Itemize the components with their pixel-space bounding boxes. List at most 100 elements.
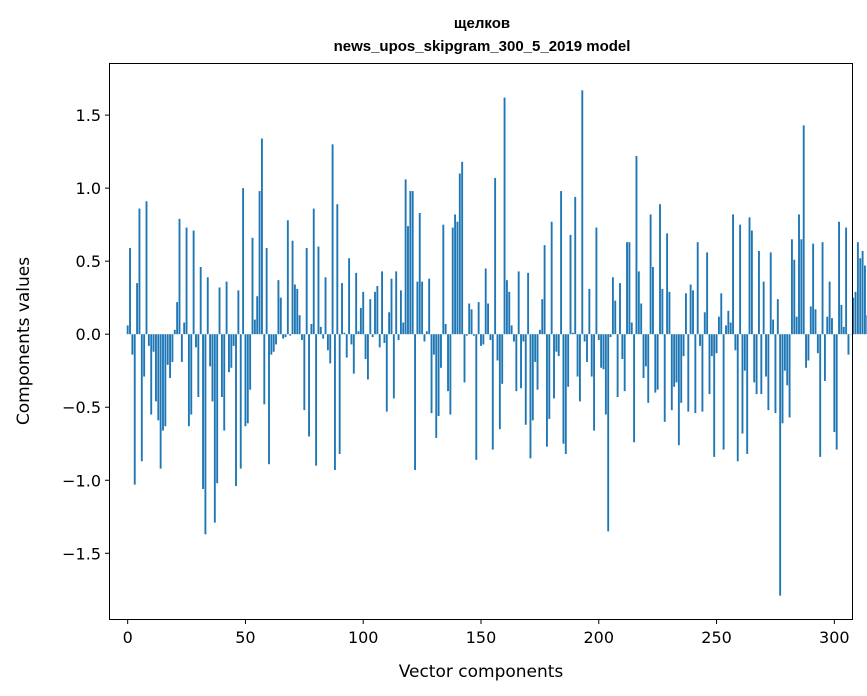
bar-207 (614, 300, 617, 335)
bar-26 (187, 334, 190, 427)
bar-66 (282, 334, 285, 339)
bar-5 (138, 208, 141, 335)
bar-265 (750, 230, 753, 335)
bar-70 (291, 240, 294, 335)
bar-186 (564, 334, 567, 454)
bar-15 (162, 334, 164, 431)
y-axis: −1.5 −1.0 −0.5 0.0 0.5 1.0 1.5 (62, 106, 110, 563)
bar-171 (529, 334, 532, 459)
bar-72 (296, 288, 299, 335)
bar-226 (659, 204, 661, 335)
bar-45 (232, 334, 235, 346)
bar-212 (626, 242, 628, 335)
bar-89 (336, 204, 339, 335)
bar-220 (644, 334, 647, 367)
bar-105 (374, 291, 376, 335)
bar-280 (786, 334, 789, 386)
bar-157 (496, 334, 499, 361)
bar-223 (652, 267, 654, 335)
bar-64 (277, 280, 280, 335)
bar-267 (755, 334, 758, 395)
bar-130 (432, 334, 435, 355)
bar-281 (788, 334, 791, 418)
bar-156 (494, 177, 497, 335)
bar-152 (484, 268, 487, 335)
bar-285 (798, 214, 800, 335)
bar-247 (708, 334, 711, 395)
bar-274 (772, 319, 775, 335)
bar-282 (790, 239, 793, 335)
bar-313 (864, 265, 866, 335)
bar-42 (225, 281, 228, 335)
bar-306 (847, 334, 850, 355)
bar-248 (710, 334, 713, 357)
bar-277 (779, 334, 782, 596)
bars-group (126, 90, 867, 596)
bar-217 (637, 271, 640, 335)
bar-210 (621, 334, 624, 360)
bar-162 (508, 291, 511, 335)
bar-7 (143, 334, 146, 377)
bar-83 (322, 334, 325, 339)
bar-148 (475, 334, 478, 460)
bar-135 (444, 323, 447, 335)
bar-107 (378, 334, 381, 348)
bar-142 (461, 161, 464, 335)
bar-296 (823, 334, 826, 381)
bar-17 (166, 334, 169, 365)
bar-137 (449, 334, 452, 415)
bar-32 (202, 334, 204, 490)
bar-145 (468, 303, 471, 335)
bar-87 (331, 144, 334, 335)
bar-294 (819, 334, 822, 457)
bar-298 (828, 281, 831, 335)
bar-255 (727, 310, 730, 335)
bar-185 (562, 334, 565, 444)
bar-147 (472, 334, 475, 336)
bar-208 (616, 334, 619, 397)
x-tick-label: 250 (701, 628, 732, 647)
bar-184 (560, 191, 563, 335)
bar-261 (741, 334, 744, 434)
bar-230 (668, 291, 671, 335)
bar-227 (661, 288, 664, 335)
bar-77 (308, 334, 310, 437)
y-tick-label: 0.5 (76, 252, 101, 271)
bar-93 (345, 334, 348, 358)
bar-194 (583, 334, 586, 342)
bar-292 (814, 309, 817, 335)
bar-132 (437, 334, 440, 416)
bar-28 (192, 230, 195, 335)
bar-310 (856, 242, 859, 335)
bar-269 (760, 334, 763, 395)
bar-81 (317, 246, 320, 335)
bar-168 (522, 334, 525, 342)
bar-95 (350, 334, 353, 345)
bar-86 (329, 334, 332, 364)
bar-131 (435, 334, 438, 438)
bar-102 (366, 334, 369, 380)
bar-172 (531, 334, 534, 421)
bar-187 (567, 334, 570, 387)
bar-312 (861, 250, 864, 335)
bar-158 (498, 334, 501, 430)
bar-128 (428, 278, 431, 335)
bar-197 (590, 334, 593, 377)
bar-179 (548, 334, 551, 419)
bar-134 (442, 224, 445, 335)
bar-229 (666, 233, 669, 335)
bar-263 (746, 334, 749, 454)
bar-57 (260, 138, 263, 335)
bar-79 (312, 208, 315, 335)
bar-139 (454, 214, 457, 335)
bar-94 (348, 258, 351, 335)
bar-47 (237, 290, 240, 335)
bar-231 (670, 334, 673, 411)
bar-204 (607, 334, 610, 532)
bar-216 (635, 156, 638, 335)
bar-211 (623, 334, 626, 392)
bar-19 (171, 334, 174, 362)
bar-115 (397, 334, 400, 341)
bar-244 (701, 334, 704, 412)
